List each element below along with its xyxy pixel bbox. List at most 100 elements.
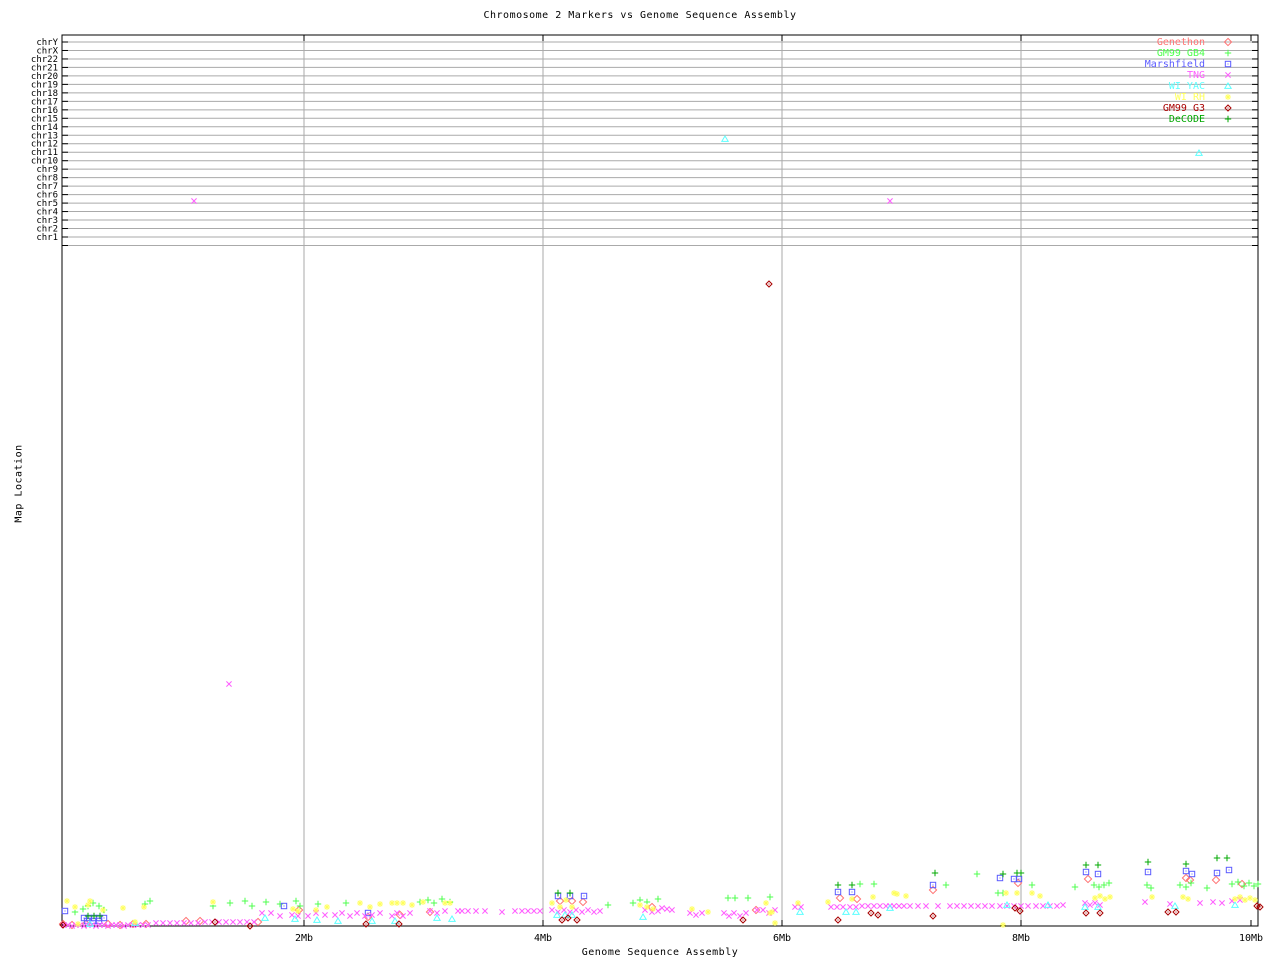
data-point-dot (932, 915, 934, 917)
data-point (720, 135, 730, 142)
data-point (362, 920, 370, 928)
data-point-dot (583, 895, 585, 897)
x-axis-label: Genome Sequence Assembly (581, 947, 739, 958)
data-point (560, 911, 570, 918)
data-point (549, 900, 555, 906)
data-point (1096, 909, 1104, 917)
data-point-dot (1216, 872, 1218, 874)
data-point (1071, 883, 1079, 891)
data-point (1082, 868, 1090, 876)
data-point (557, 904, 563, 910)
data-point-dot (1256, 905, 1258, 907)
x-tick-label: 4Mb (534, 933, 552, 944)
data-point (1083, 874, 1093, 884)
data-point (75, 921, 81, 927)
data-point (834, 904, 840, 910)
data-point (519, 908, 525, 914)
data-point-dot (1259, 906, 1261, 908)
data-point (64, 898, 70, 904)
chr-label: chr2 (36, 225, 58, 235)
data-point (1164, 908, 1172, 916)
chr-label: chrX (36, 46, 58, 56)
data-point (132, 919, 138, 925)
data-point (59, 921, 67, 929)
data-point (1232, 896, 1238, 902)
data-point (1250, 882, 1258, 890)
data-point (525, 908, 531, 914)
data-point (442, 908, 448, 914)
data-point (693, 912, 699, 918)
data-point (769, 909, 775, 915)
data-point (210, 899, 216, 905)
data-point (947, 903, 953, 909)
data-point (1254, 880, 1262, 888)
data-point (313, 907, 319, 913)
data-point (1102, 896, 1108, 902)
data-point (1187, 879, 1195, 887)
data-point-dot (932, 884, 934, 886)
data-point (851, 908, 861, 915)
chr-label: chr13 (31, 131, 58, 141)
data-point (447, 915, 457, 922)
data-point (724, 894, 732, 902)
data-point (324, 904, 330, 910)
data-point-dot (86, 920, 88, 922)
data-point (1240, 882, 1248, 890)
data-point-dot (1191, 873, 1193, 875)
data-point-dot (567, 917, 569, 919)
data-point (597, 908, 603, 914)
data-point (870, 894, 876, 900)
data-point (859, 903, 865, 909)
data-point (432, 914, 442, 921)
data-point (367, 904, 373, 910)
data-point (312, 916, 322, 923)
data-point (61, 907, 69, 915)
data-point (569, 904, 575, 910)
data-point (1094, 861, 1102, 869)
chr-label: chr9 (36, 165, 58, 175)
data-point-dot (1147, 871, 1149, 873)
data-point (1082, 861, 1090, 869)
data-point (424, 896, 432, 904)
data-point (891, 890, 897, 896)
data-point (1002, 901, 1012, 908)
data-point (434, 910, 440, 916)
data-point (907, 903, 913, 909)
data-point (1015, 875, 1023, 883)
plot-frame (61, 34, 1259, 927)
chr-label: chr22 (31, 55, 58, 65)
data-point (1197, 900, 1203, 906)
data-point (760, 907, 766, 913)
data-point (202, 919, 208, 925)
chr-label: chr8 (36, 174, 58, 184)
data-point (1100, 881, 1108, 889)
data-point (744, 894, 752, 902)
data-point (290, 906, 296, 912)
data-point (795, 908, 805, 915)
data-point (931, 869, 939, 877)
data-point (237, 919, 243, 925)
data-point (751, 905, 761, 915)
data-point (1247, 895, 1253, 901)
data-point (1213, 869, 1221, 877)
data-point (563, 897, 569, 903)
data-point (549, 907, 555, 913)
data-point (153, 920, 159, 926)
data-point (339, 910, 345, 916)
data-point (871, 903, 877, 909)
data-point-dot (1019, 910, 1021, 912)
data-point (1080, 903, 1090, 910)
legend-label: WI RH (1175, 92, 1205, 103)
data-point (847, 904, 853, 910)
data-point (400, 913, 406, 919)
chr-label: chrY (36, 38, 58, 48)
data-point (849, 896, 855, 902)
data-point-dot (561, 919, 563, 921)
data-point (174, 920, 180, 926)
data-point (1029, 890, 1035, 896)
data-point (377, 901, 383, 907)
data-point (1223, 82, 1233, 89)
data-point (1082, 909, 1090, 917)
data-point (841, 908, 851, 915)
